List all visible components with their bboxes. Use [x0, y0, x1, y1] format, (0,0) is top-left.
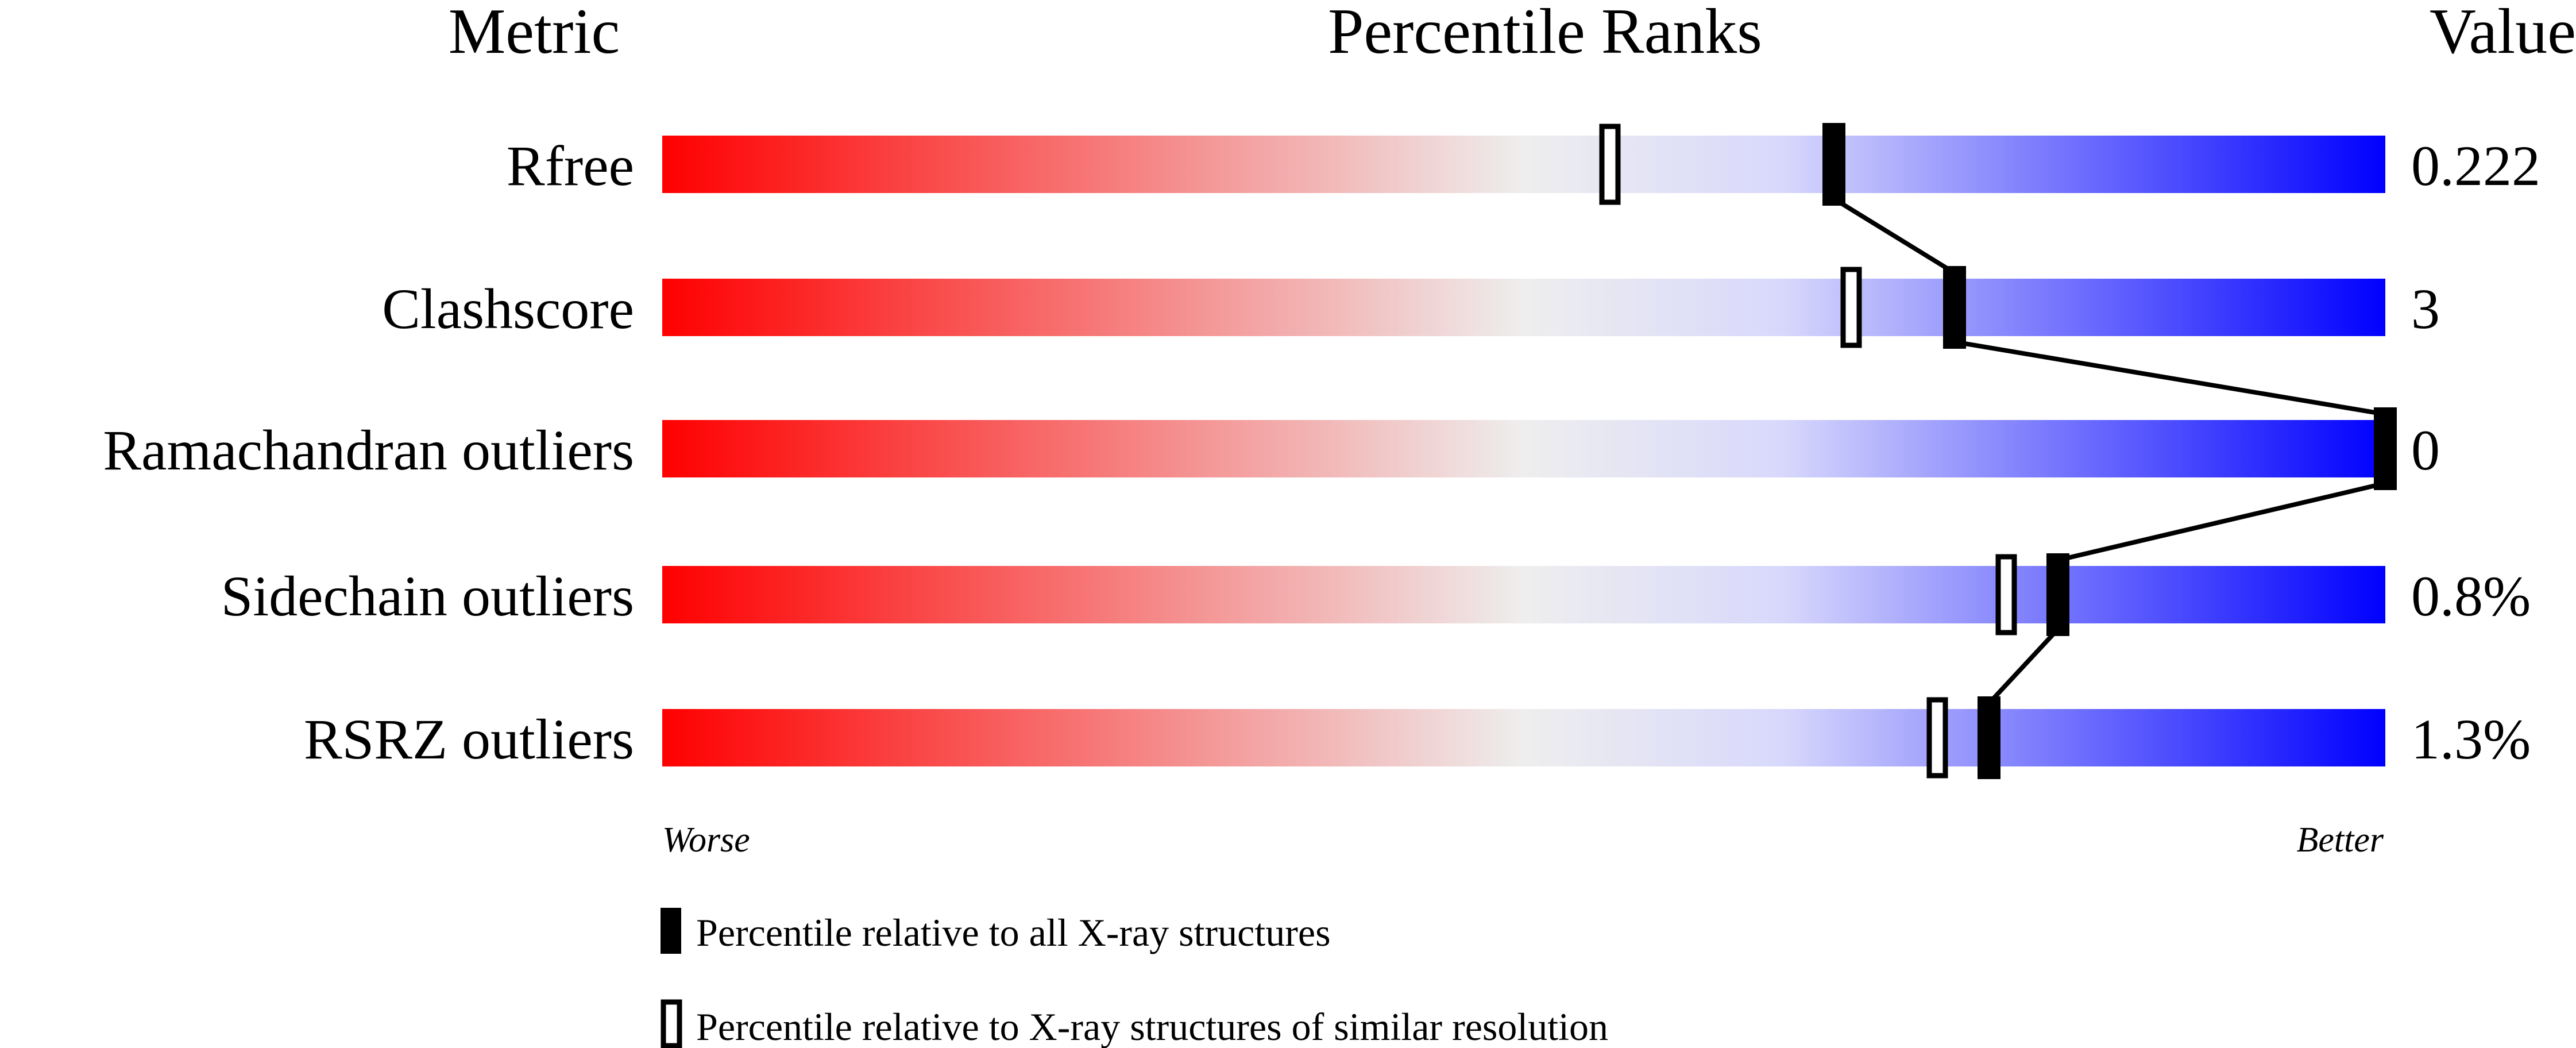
better-label: Better	[2297, 820, 2384, 860]
percentile-bar	[662, 136, 2385, 193]
legend-open-marker	[661, 999, 682, 1048]
all-structures-marker	[1943, 266, 1966, 349]
metric-label: Sidechain outliers	[221, 564, 634, 628]
connector-line	[1832, 196, 1956, 275]
connector-line	[1954, 340, 2386, 417]
metric-label: Ramachandran outliers	[103, 418, 634, 482]
metric-label: Rfree	[507, 134, 634, 198]
header-percentile-ranks: Percentile Ranks	[1328, 0, 1762, 67]
worse-label: Worse	[662, 820, 750, 860]
legend-filled-label: Percentile relative to all X-ray structu…	[696, 911, 1331, 954]
all-structures-marker	[2046, 553, 2069, 636]
metric-value: 0.8%	[2411, 564, 2531, 628]
percentile-bar	[662, 566, 2385, 623]
metric-label: Clashscore	[382, 277, 634, 341]
header-metric: Metric	[449, 0, 620, 67]
legend-filled-marker	[661, 908, 681, 954]
metric-value: 0	[2411, 418, 2440, 482]
header-value: Value	[2430, 0, 2576, 67]
legend-open-label: Percentile relative to X-ray structures …	[696, 1005, 1608, 1048]
metric-label: RSRZ outliers	[304, 707, 634, 771]
connector-line	[1987, 627, 2060, 705]
all-structures-marker	[1978, 696, 2000, 779]
metric-value: 0.222	[2411, 134, 2540, 198]
percentile-bar	[662, 279, 2385, 336]
similar-resolution-marker	[1926, 697, 1948, 779]
all-structures-marker	[2374, 407, 2397, 490]
connector-line	[2057, 481, 2386, 562]
metric-value: 1.3%	[2411, 707, 2531, 771]
similar-resolution-marker	[1840, 267, 1862, 348]
all-structures-marker	[1822, 123, 1845, 206]
metric-value: 3	[2411, 277, 2440, 341]
similar-resolution-marker	[1995, 554, 2017, 635]
similar-resolution-marker	[1599, 124, 1621, 205]
percentile-bar	[662, 420, 2385, 477]
percentile-bar	[662, 709, 2385, 766]
